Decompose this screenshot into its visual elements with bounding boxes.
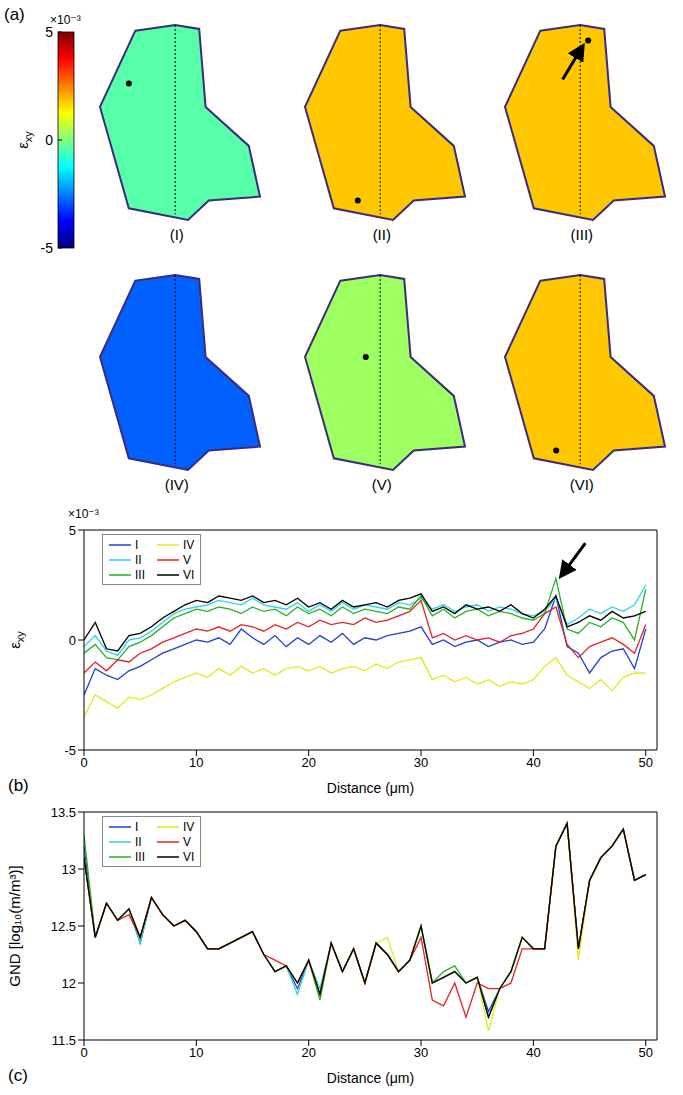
svg-text:5: 5: [69, 523, 76, 538]
svg-text:εxy: εxy: [6, 631, 26, 649]
svg-text:(III): (III): [571, 226, 594, 243]
svg-text:(a): (a): [4, 5, 25, 24]
html-text:IV: IV: [183, 819, 195, 834]
html-text:×10⁻³: ×10⁻³: [68, 507, 99, 521]
svg-text:(VI): (VI): [570, 476, 594, 493]
svg-text:0: 0: [45, 132, 53, 148]
svg-text:40: 40: [526, 755, 540, 770]
svg-text:Distance (μm): Distance (μm): [327, 780, 414, 796]
svg-text:12.5: 12.5: [51, 919, 76, 934]
svg-text:12: 12: [62, 976, 76, 991]
svg-text:(II): (II): [373, 226, 391, 243]
svg-text:5: 5: [45, 24, 53, 40]
svg-text:×10⁻³: ×10⁻³: [50, 13, 81, 27]
svg-text:0: 0: [80, 755, 87, 770]
svg-text:13: 13: [62, 862, 76, 877]
html-text:I: I: [135, 819, 139, 834]
html-text:VI: VI: [183, 567, 195, 582]
svg-text:50: 50: [639, 755, 653, 770]
html-text:III: III: [135, 567, 145, 582]
html-text:(c): (c): [8, 1066, 28, 1085]
svg-text:(IV): (IV): [165, 476, 189, 493]
html-text:(b): (b): [8, 776, 29, 795]
html-text:V: V: [183, 834, 191, 849]
svg-text:20: 20: [301, 755, 315, 770]
svg-text:-5: -5: [41, 240, 54, 256]
svg-text:10: 10: [189, 755, 203, 770]
svg-text:(I): (I): [170, 226, 184, 243]
svg-text:20: 20: [301, 1045, 315, 1060]
svg-text:Distance (μm): Distance (μm): [327, 1070, 414, 1086]
svg-text:30: 30: [414, 1045, 428, 1060]
svg-text:-5: -5: [64, 743, 76, 758]
html-text:IV: IV: [183, 537, 195, 552]
svg-text:0: 0: [69, 633, 76, 648]
html-text:II: II: [135, 552, 142, 567]
svg-text:0: 0: [80, 1045, 87, 1060]
svg-text:10: 10: [189, 1045, 203, 1060]
html-text:I: I: [135, 537, 139, 552]
html-text:VI: VI: [183, 849, 195, 864]
svg-text:50: 50: [639, 1045, 653, 1060]
html-text:III: III: [135, 849, 145, 864]
svg-text:εxy: εxy: [14, 131, 34, 149]
svg-text:(V): (V): [372, 476, 392, 493]
svg-text:13.5: 13.5: [51, 805, 76, 820]
html-text:II: II: [135, 834, 142, 849]
svg-text:30: 30: [414, 755, 428, 770]
svg-text:40: 40: [526, 1045, 540, 1060]
svg-text:GND [log₁₀(m/m³)]: GND [log₁₀(m/m³)]: [6, 865, 23, 986]
svg-text:11.5: 11.5: [52, 1033, 76, 1048]
html-text:V: V: [183, 552, 191, 567]
